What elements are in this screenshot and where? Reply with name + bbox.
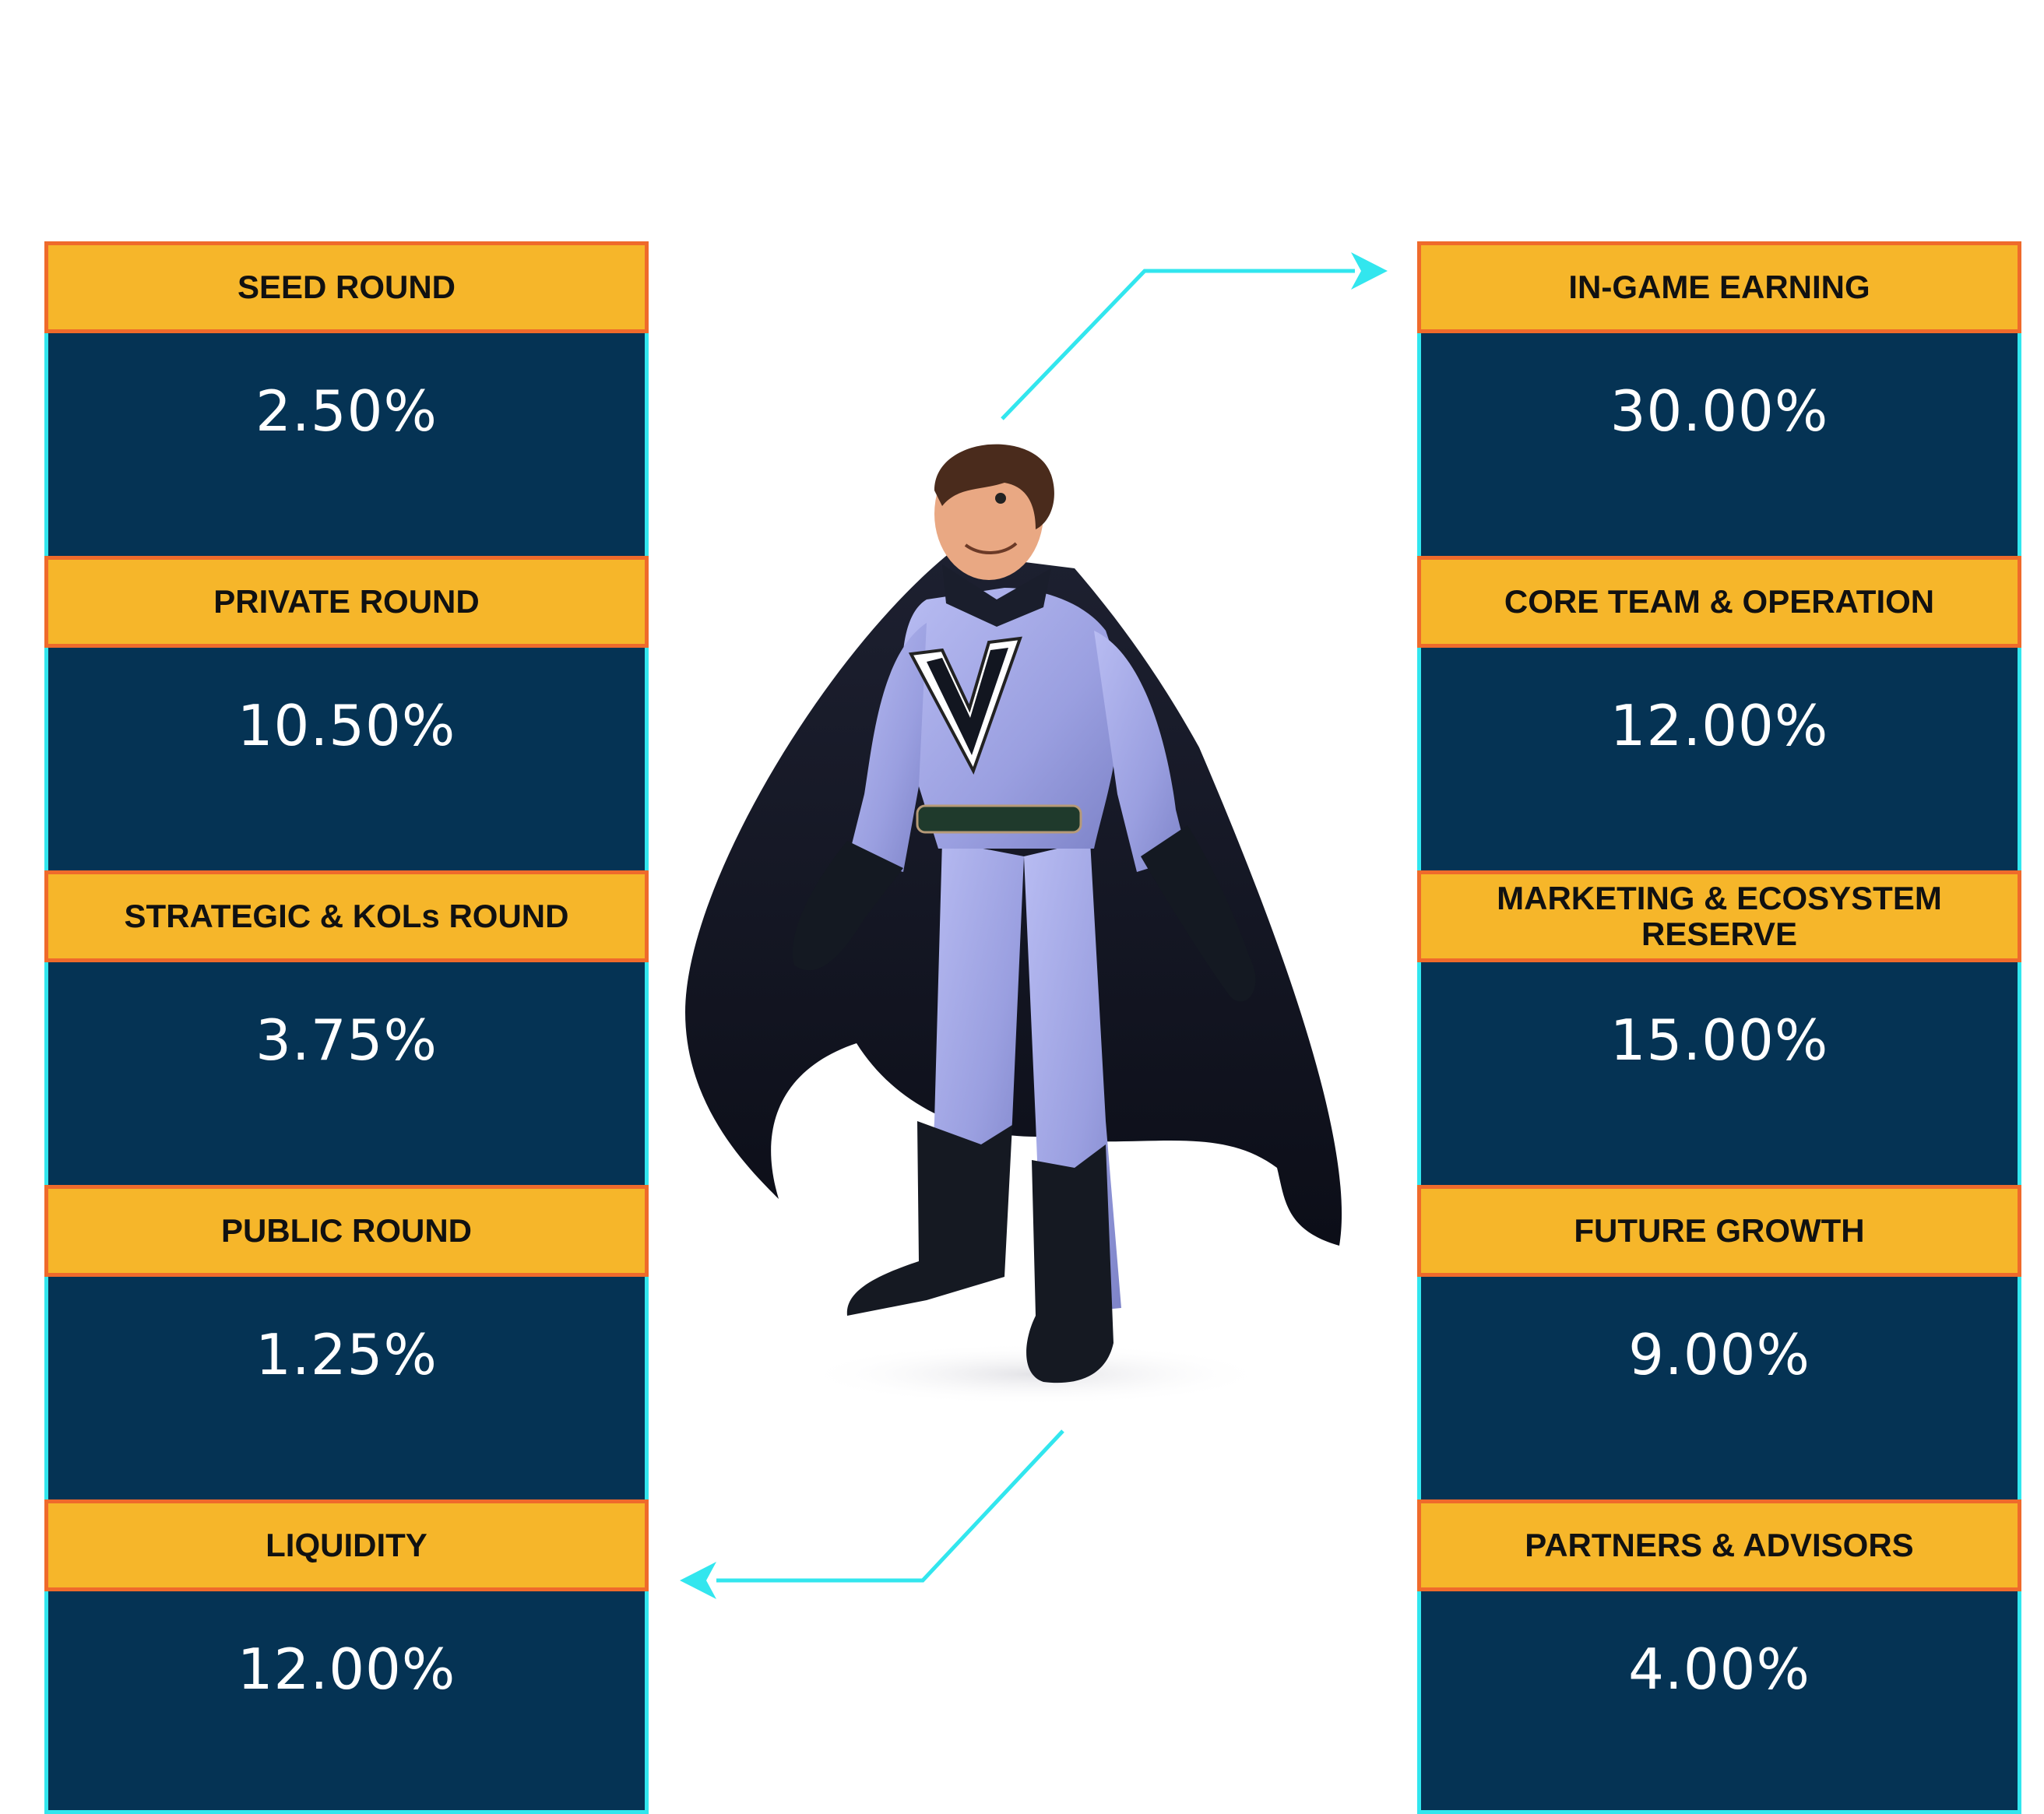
allocation-label: PARTNERS & ADVISORS — [1417, 1499, 2021, 1591]
allocation-block-core-team: CORE TEAM & OPERATION 12.00% — [1417, 556, 2021, 870]
allocation-value: 30.00% — [1610, 378, 1829, 444]
allocation-value-box: 3.75% — [44, 962, 649, 1185]
allocation-label: PRIVATE ROUND — [44, 556, 649, 648]
allocation-value-box: 10.50% — [44, 648, 649, 870]
allocation-value: 12.00% — [237, 1636, 456, 1702]
superhero-illustration — [685, 444, 1342, 1405]
allocation-label: IN-GAME EARNING — [1417, 241, 2021, 333]
allocation-value-box: 9.00% — [1417, 1277, 2021, 1499]
allocation-value: 10.50% — [237, 693, 456, 758]
allocation-block-public-round: PUBLIC ROUND 1.25% — [44, 1185, 649, 1499]
allocation-label: STRATEGIC & KOLs ROUND — [44, 870, 649, 962]
allocation-value-box: 1.25% — [44, 1277, 649, 1499]
allocation-label: CORE TEAM & OPERATION — [1417, 556, 2021, 648]
allocation-block-marketing: MARKETING & ECOSYSTEM RESERVE 15.00% — [1417, 870, 2021, 1185]
allocation-label: SEED ROUND — [44, 241, 649, 333]
arrow-to-right-icon — [1001, 252, 1388, 420]
allocation-value-box: 15.00% — [1417, 962, 2021, 1185]
allocation-value: 15.00% — [1610, 1007, 1829, 1073]
allocation-value: 9.00% — [1628, 1322, 1810, 1387]
allocation-label: FUTURE GROWTH — [1417, 1185, 2021, 1277]
allocation-value: 2.50% — [255, 378, 438, 444]
allocation-value: 4.00% — [1628, 1636, 1810, 1702]
allocation-block-seed-round: SEED ROUND 2.50% — [44, 241, 649, 556]
allocation-value: 3.75% — [255, 1007, 438, 1073]
allocation-value-box: 2.50% — [44, 333, 649, 556]
allocation-value-box: 30.00% — [1417, 333, 2021, 556]
allocation-label: MARKETING & ECOSYSTEM RESERVE — [1417, 870, 2021, 962]
allocation-value-box: 12.00% — [1417, 648, 2021, 870]
allocation-label: PUBLIC ROUND — [44, 1185, 649, 1277]
allocation-block-future-growth: FUTURE GROWTH 9.00% — [1417, 1185, 2021, 1499]
allocation-value: 12.00% — [1610, 693, 1829, 758]
allocation-value: 1.25% — [255, 1322, 438, 1387]
allocation-block-strategic-kols-round: STRATEGIC & KOLs ROUND 3.75% — [44, 870, 649, 1185]
left-allocation-column: SEED ROUND 2.50% PRIVATE ROUND 10.50% ST… — [44, 241, 649, 1814]
allocation-block-private-round: PRIVATE ROUND 10.50% — [44, 556, 649, 870]
allocation-block-in-game-earning: IN-GAME EARNING 30.00% — [1417, 241, 2021, 556]
allocation-label: LIQUIDITY — [44, 1499, 649, 1591]
connector-arrows — [680, 252, 1388, 1599]
arrow-to-left-icon — [680, 1429, 1064, 1599]
